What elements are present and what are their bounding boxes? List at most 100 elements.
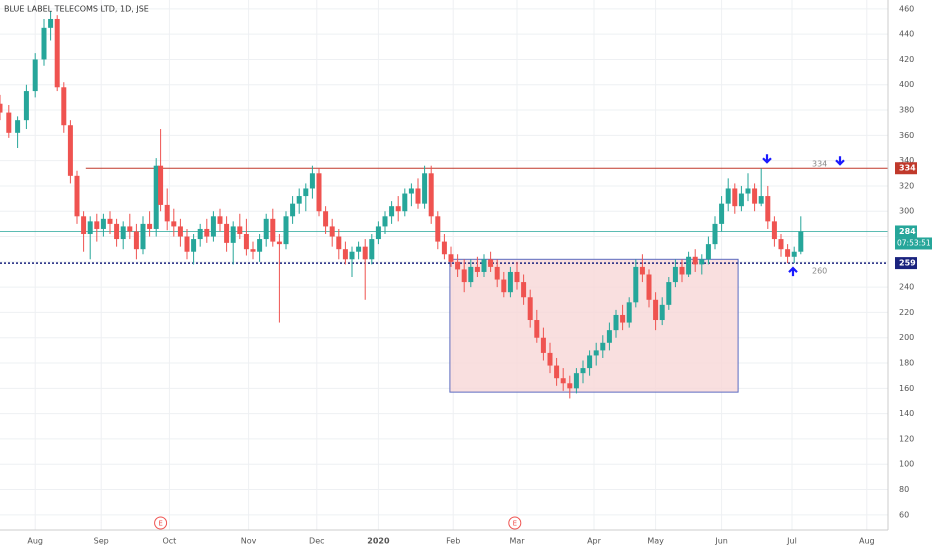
y-tick-label: 140 bbox=[899, 409, 914, 418]
axes: 6080100120140160180200220240260280300320… bbox=[27, 4, 932, 546]
candle-body bbox=[461, 269, 467, 283]
candle-body bbox=[158, 165, 164, 205]
candle-body bbox=[243, 234, 249, 250]
candle-body bbox=[120, 226, 126, 240]
arrow bbox=[788, 266, 798, 277]
candle-body bbox=[422, 173, 428, 204]
candle-body bbox=[23, 91, 29, 121]
candle-body bbox=[224, 223, 230, 243]
candle-body bbox=[197, 228, 203, 240]
x-tick-label: Oct bbox=[162, 537, 176, 546]
candle-body bbox=[316, 173, 322, 212]
candle-body bbox=[573, 373, 579, 389]
countdown-badge bbox=[895, 237, 932, 250]
candle-body bbox=[765, 196, 771, 222]
candle-body bbox=[699, 259, 705, 265]
candle-body bbox=[474, 266, 480, 272]
candle-body bbox=[415, 188, 421, 204]
candle-body bbox=[600, 342, 606, 351]
candle-body bbox=[408, 188, 414, 194]
candle-body bbox=[435, 216, 441, 242]
candle-body bbox=[494, 266, 500, 280]
y-tick-label: 320 bbox=[899, 181, 914, 190]
price-range-box bbox=[449, 258, 739, 393]
y-tick-label: 100 bbox=[899, 460, 914, 469]
candle-body bbox=[738, 193, 744, 207]
candle-body bbox=[230, 226, 236, 243]
candle-body bbox=[554, 365, 560, 379]
candle-body bbox=[606, 330, 612, 343]
candle-body bbox=[791, 251, 797, 257]
candle-body bbox=[87, 221, 93, 235]
candle-body bbox=[6, 112, 12, 133]
candle-body bbox=[395, 206, 401, 212]
event-marker bbox=[508, 516, 522, 530]
y-tick-label: 80 bbox=[899, 485, 909, 494]
y-tick-label: 380 bbox=[899, 106, 914, 115]
y-tick-label: 360 bbox=[899, 131, 914, 140]
candle-body bbox=[653, 299, 659, 321]
candle-body bbox=[468, 266, 474, 283]
candle-body bbox=[712, 223, 718, 245]
candle-body bbox=[719, 203, 725, 224]
candle-body bbox=[349, 251, 355, 260]
candle-body bbox=[633, 266, 639, 303]
candle-body bbox=[127, 226, 133, 232]
event-marker bbox=[154, 516, 168, 530]
candle-body bbox=[686, 256, 692, 275]
candle-body bbox=[283, 216, 289, 245]
candle-body bbox=[147, 223, 153, 229]
price-badge bbox=[895, 225, 917, 238]
candle-body bbox=[521, 282, 527, 298]
candle-body bbox=[107, 218, 113, 224]
candle-body bbox=[323, 211, 329, 227]
candle-body bbox=[547, 352, 553, 366]
candle-body bbox=[593, 350, 599, 356]
y-tick-label: 340 bbox=[899, 156, 914, 165]
candle-body bbox=[81, 216, 87, 235]
candle-body bbox=[74, 175, 80, 217]
candle-body bbox=[362, 246, 368, 260]
price-badge-label: 334 bbox=[899, 164, 916, 173]
y-tick-label: 160 bbox=[899, 384, 914, 393]
candle-body bbox=[659, 304, 665, 321]
candle-body bbox=[270, 218, 276, 242]
candle-body bbox=[290, 203, 296, 217]
candle-body bbox=[785, 249, 791, 257]
arrow-shape bbox=[835, 156, 845, 166]
arrow bbox=[835, 156, 845, 166]
candle-body bbox=[342, 249, 348, 260]
candle-body bbox=[672, 266, 678, 283]
x-tick-label: Jul bbox=[786, 537, 797, 546]
candle-body bbox=[237, 226, 243, 235]
candle-body bbox=[626, 302, 632, 323]
candle-body bbox=[725, 188, 731, 204]
candle-body bbox=[177, 226, 183, 237]
grid bbox=[0, 0, 888, 530]
y-tick-label: 200 bbox=[899, 333, 914, 342]
candle-body bbox=[402, 193, 408, 212]
candle-body bbox=[488, 259, 494, 267]
candle-body bbox=[527, 297, 533, 321]
candle-body bbox=[114, 223, 120, 240]
y-tick-label: 220 bbox=[899, 308, 914, 317]
y-tick-label: 420 bbox=[899, 55, 914, 64]
candle-body bbox=[692, 256, 698, 265]
arrow-shape bbox=[762, 154, 772, 164]
candle-body bbox=[455, 261, 461, 270]
y-tick-label: 460 bbox=[899, 4, 914, 13]
candle-body bbox=[745, 188, 751, 194]
x-tick-label: Aug bbox=[859, 537, 875, 546]
candle-body bbox=[100, 218, 106, 229]
candle-body bbox=[428, 173, 434, 217]
candle-body bbox=[375, 226, 381, 240]
plot: 334 260 E E bbox=[0, 11, 888, 530]
price-badge-label: 284 bbox=[899, 227, 916, 236]
candle-body bbox=[798, 231, 804, 252]
candle-body bbox=[580, 368, 586, 374]
candle-body bbox=[140, 223, 146, 250]
candle-body bbox=[257, 239, 263, 252]
price-badge bbox=[895, 257, 917, 270]
x-tick-label: Jun bbox=[714, 537, 728, 546]
